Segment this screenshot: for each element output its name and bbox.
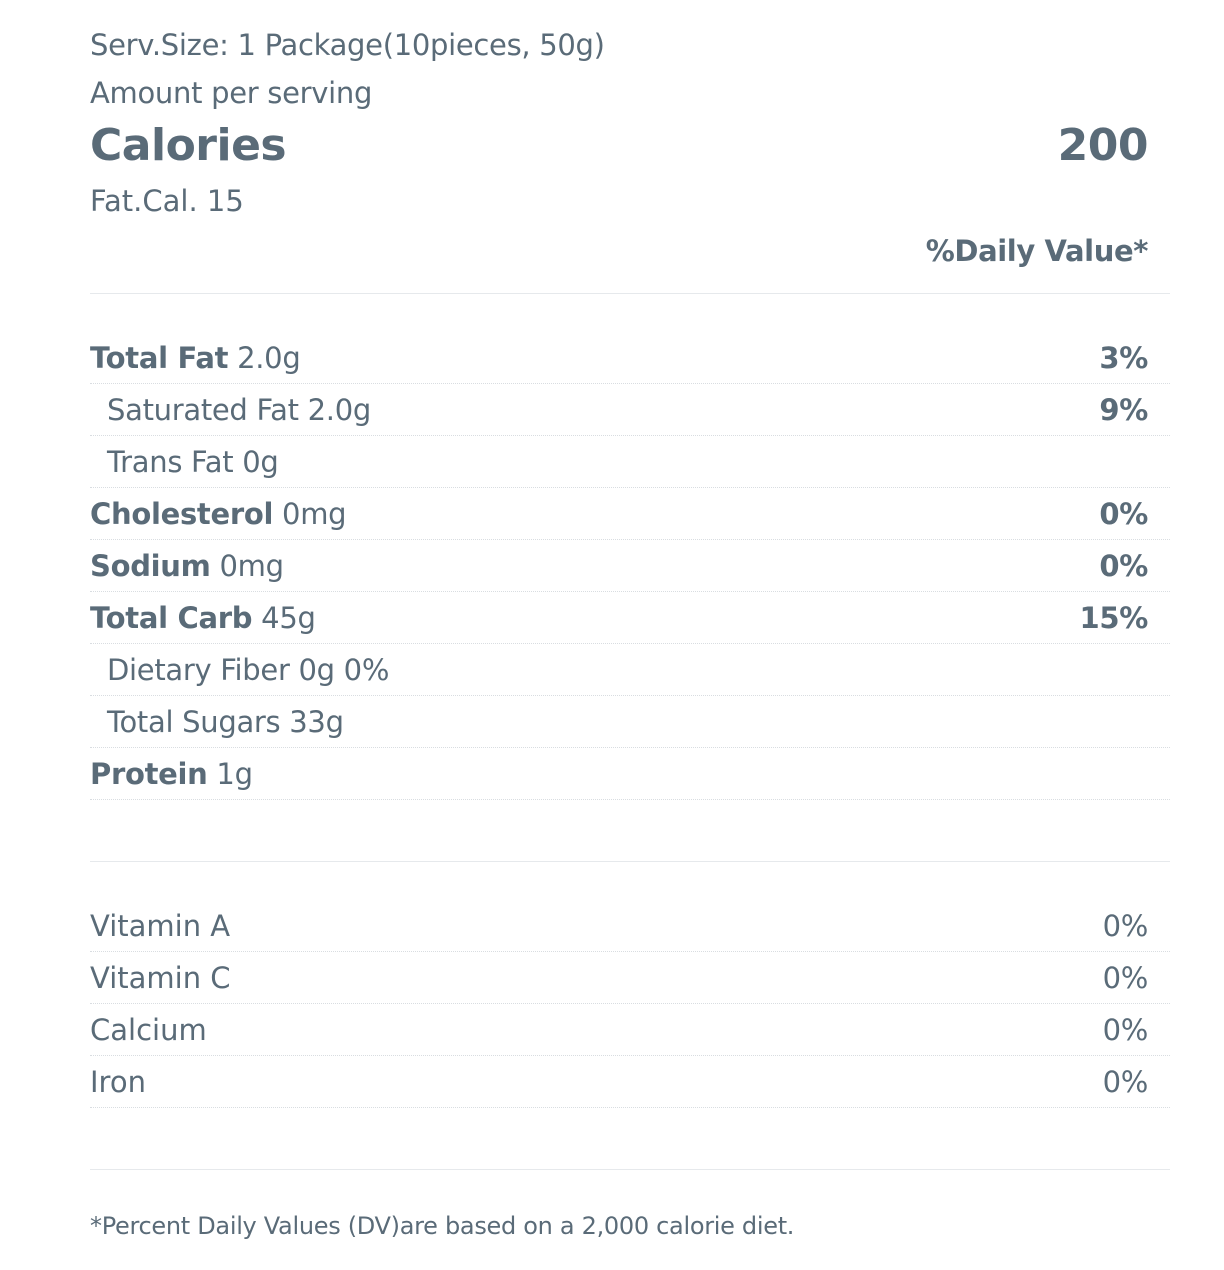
nutrient-amount: 0g bbox=[242, 444, 279, 479]
vitamin-row-calcium: Calcium 0% bbox=[90, 1004, 1170, 1056]
nutrient-row-protein: Protein 1g bbox=[90, 748, 1170, 800]
amount-per-serving: Amount per serving bbox=[90, 76, 373, 110]
nutrient-row-trans-fat: Trans Fat 0g bbox=[90, 436, 1170, 488]
nutrient-daily-value: 3% bbox=[1099, 340, 1148, 375]
nutrient-name: Total Carb bbox=[90, 600, 253, 635]
nutrient-name: Total Sugars bbox=[107, 704, 281, 739]
nutrient-daily-value: 9% bbox=[1099, 392, 1148, 427]
section-divider bbox=[90, 861, 1170, 862]
nutrient-amount: 2.0g bbox=[237, 340, 301, 375]
vitamin-daily-value: 0% bbox=[1102, 960, 1149, 995]
vitamin-daily-value: 0% bbox=[1102, 1012, 1149, 1047]
nutrient-amount: 2.0g bbox=[307, 392, 372, 427]
vitamin-name: Calcium bbox=[90, 1012, 207, 1047]
nutrient-row-total-carb: Total Carb 45g 15% bbox=[90, 592, 1170, 644]
nutrient-row-saturated-fat: Saturated Fat 2.0g 9% bbox=[90, 384, 1170, 436]
fat-calories: Fat.Cal. 15 bbox=[90, 184, 244, 218]
nutrient-amount: 0mg bbox=[282, 496, 347, 531]
nutrient-amount: 1g bbox=[216, 756, 253, 791]
calories-row: Calories 200 bbox=[90, 118, 1170, 174]
section-divider bbox=[90, 1169, 1170, 1170]
nutrient-name: Cholesterol bbox=[90, 496, 274, 531]
nutrient-daily-value: 0% bbox=[1099, 496, 1148, 531]
nutrient-daily-value: 15% bbox=[1079, 600, 1148, 635]
vitamin-row-vitamin-a: Vitamin A 0% bbox=[90, 900, 1170, 952]
nutrient-name: Sodium bbox=[90, 548, 211, 583]
nutrient-amount: 33g bbox=[289, 704, 344, 739]
nutrient-daily-value: 0% bbox=[1099, 548, 1148, 583]
nutrient-amount: 0g 0% bbox=[298, 652, 390, 687]
vitamin-row-iron: Iron 0% bbox=[90, 1056, 1170, 1108]
nutrient-name: Total Fat bbox=[90, 340, 229, 375]
vitamin-name: Vitamin C bbox=[90, 960, 231, 995]
nutrient-row-cholesterol: Cholesterol 0mg 0% bbox=[90, 488, 1170, 540]
nutrition-facts-panel: Serv.Size: 1 Package(10pieces, 50g) Amou… bbox=[90, 22, 1170, 1244]
section-divider bbox=[90, 293, 1170, 294]
daily-value-header: %Daily Value* bbox=[925, 234, 1149, 268]
nutrient-row-dietary-fiber: Dietary Fiber 0g 0% bbox=[90, 644, 1170, 696]
nutrient-name: Dietary Fiber bbox=[107, 652, 290, 687]
nutrient-name: Saturated Fat bbox=[107, 392, 299, 427]
vitamin-daily-value: 0% bbox=[1102, 1064, 1149, 1099]
calories-label: Calories bbox=[90, 120, 287, 171]
nutrient-row-sodium: Sodium 0mg 0% bbox=[90, 540, 1170, 592]
serving-size: Serv.Size: 1 Package(10pieces, 50g) bbox=[90, 28, 605, 62]
vitamin-name: Vitamin A bbox=[90, 908, 231, 943]
vitamin-row-vitamin-c: Vitamin C 0% bbox=[90, 952, 1170, 1004]
nutrient-row-total-sugars: Total Sugars 33g bbox=[90, 696, 1170, 748]
footnote: *Percent Daily Values (DV)are based on a… bbox=[90, 1212, 795, 1240]
nutrient-name: Trans Fat bbox=[107, 444, 234, 479]
nutrient-amount: 0mg bbox=[219, 548, 285, 583]
calories-value: 200 bbox=[1057, 120, 1149, 171]
vitamin-daily-value: 0% bbox=[1102, 908, 1149, 943]
nutrient-row-total-fat: Total Fat 2.0g 3% bbox=[90, 332, 1170, 384]
nutrient-name: Protein bbox=[90, 756, 208, 791]
vitamin-name: Iron bbox=[90, 1064, 146, 1099]
nutrient-amount: 45g bbox=[261, 600, 316, 635]
